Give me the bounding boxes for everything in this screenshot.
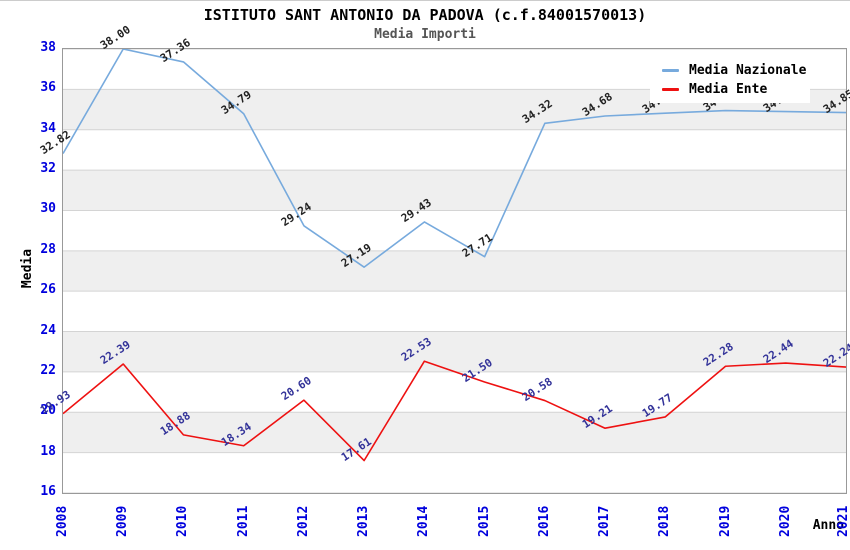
y-tick-label: 38 <box>40 40 56 55</box>
x-tick-label: 2016 <box>536 505 552 537</box>
legend-label: Media Nazionale <box>689 63 807 78</box>
x-tick-label: 2008 <box>55 505 70 537</box>
y-tick-label: 22 <box>40 362 56 378</box>
plot-band <box>63 412 846 453</box>
x-axis-title: Anno <box>812 518 844 533</box>
x-tick-label: 2018 <box>657 505 673 537</box>
x-tick-label: 2009 <box>115 505 131 537</box>
y-tick-label: 26 <box>40 282 56 298</box>
x-tick-label: 2010 <box>175 505 191 537</box>
legend-item-media-ente: Media Ente <box>662 82 810 97</box>
y-tick-label: 32 <box>40 161 56 177</box>
legend-item-media-nazionale: Media Nazionale <box>662 63 810 78</box>
y-tick-label: 36 <box>40 80 56 96</box>
series-line-media-ente <box>63 360 846 462</box>
plot-band <box>63 331 846 372</box>
plot-band <box>63 170 846 211</box>
x-tick-label: 2020 <box>777 505 793 537</box>
x-tick-label: 2014 <box>416 505 432 537</box>
y-tick-label: 30 <box>40 201 56 217</box>
x-tick-label: 2017 <box>597 505 613 537</box>
y-tick-label: 18 <box>40 443 56 459</box>
x-tick-label: 2011 <box>235 505 251 537</box>
y-tick-label: 28 <box>40 241 56 257</box>
y-tick-label: 34 <box>40 120 56 136</box>
media-ente-line-swatch-icon <box>662 88 679 91</box>
x-tick-label: 2015 <box>476 505 492 537</box>
legend: Media Nazionale Media Ente <box>650 57 810 103</box>
x-tick-label: 2021 <box>836 505 850 537</box>
y-tick-label: 24 <box>40 322 56 338</box>
plot-band <box>63 250 846 292</box>
x-tick-label: 2012 <box>295 505 311 537</box>
chart-canvas <box>63 49 846 493</box>
chart-subtitle: Media Importi <box>374 27 476 42</box>
series-line-media-nazionale <box>63 49 846 268</box>
y-tick-label: 20 <box>40 403 56 419</box>
y-tick-label: 16 <box>40 484 56 499</box>
x-tick-label: 2019 <box>717 505 733 537</box>
media-nazionale-line-swatch-icon <box>662 69 679 72</box>
chart-title: ISTITUTO SANT ANTONIO DA PADOVA (c.f.840… <box>203 6 647 24</box>
plot-area <box>62 48 847 494</box>
legend-label: Media Ente <box>689 82 768 97</box>
x-tick-label: 2013 <box>356 505 372 537</box>
